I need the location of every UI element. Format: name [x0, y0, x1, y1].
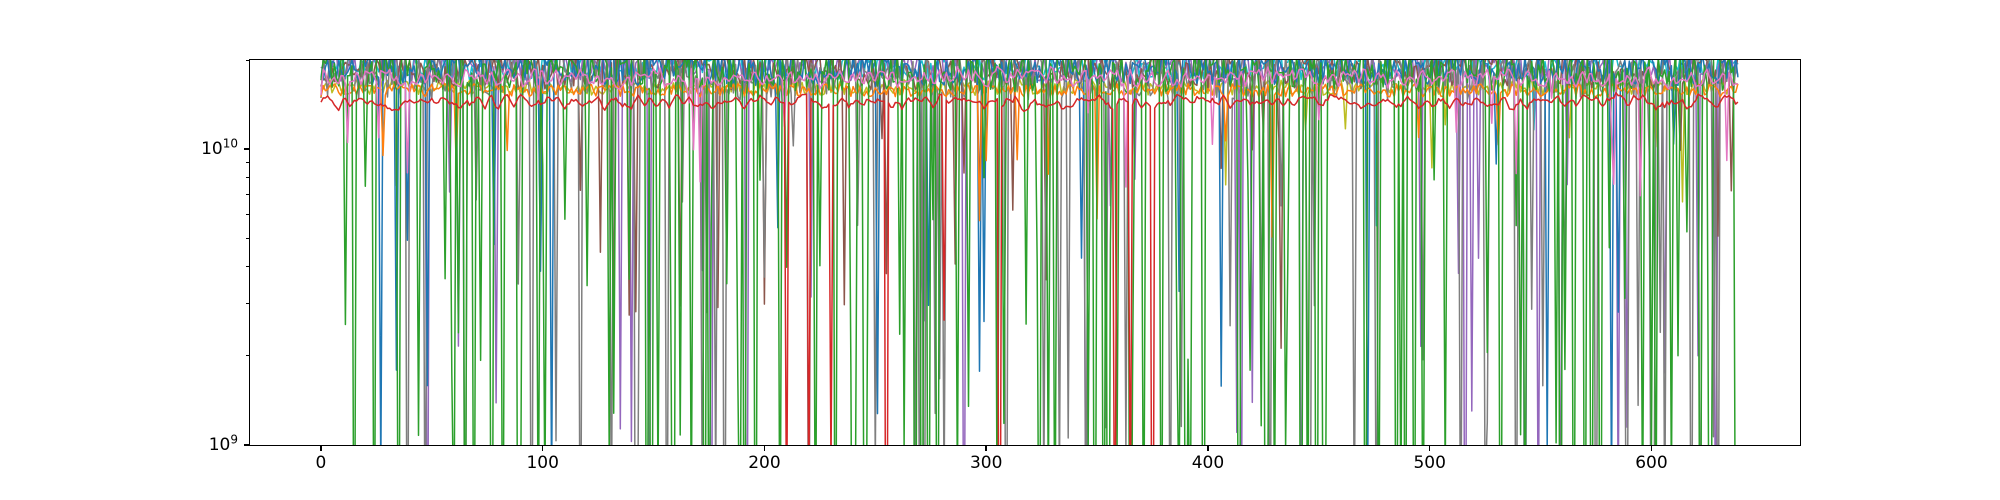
x-tick-label: 0 — [315, 453, 327, 473]
x-tick-label: 300 — [969, 453, 1003, 473]
x-tick-mark — [542, 445, 544, 451]
y-tick-label: 109 — [208, 432, 238, 456]
x-tick-mark — [1428, 445, 1431, 451]
series-plot — [319, 59, 1739, 445]
x-tick-label: 600 — [1635, 453, 1668, 473]
x-tick-mark — [985, 445, 987, 451]
x-tick-mark — [1650, 445, 1653, 451]
series-line-green — [319, 59, 1736, 445]
series-line-red — [319, 91, 1739, 445]
x-tick-mark — [1207, 445, 1209, 451]
series-line-pink — [319, 65, 1738, 197]
series-line-orange — [319, 82, 1739, 238]
x-tick-label: 100 — [526, 453, 559, 473]
plot-area — [248, 58, 1801, 446]
x-tick-mark — [320, 445, 322, 451]
x-tick-label: 200 — [748, 453, 781, 473]
x-tick-mark — [763, 445, 766, 451]
x-tick-label: 400 — [1191, 453, 1225, 473]
y-tick-label: 1010 — [201, 136, 238, 160]
x-tick-label: 500 — [1413, 453, 1446, 473]
series-line-gray — [319, 59, 1739, 445]
